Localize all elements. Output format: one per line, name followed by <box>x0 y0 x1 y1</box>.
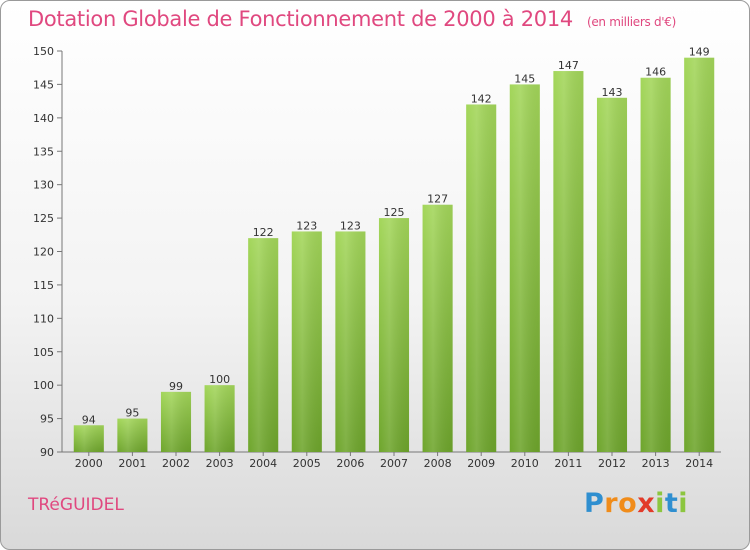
x-tick-label: 2002 <box>162 457 190 470</box>
x-tick-label: 2008 <box>424 457 452 470</box>
bar-shine <box>248 238 279 452</box>
data-labels: 94 95 99 100 122 123 123 125 127 142 145 147 143 146 1… <box>82 46 710 427</box>
y-tick-label: 135 <box>33 145 54 158</box>
x-tick-label: 2003 <box>206 457 234 470</box>
bar-shine <box>509 84 540 453</box>
bar-shine <box>466 104 497 452</box>
bar-shine <box>684 57 715 452</box>
bar-shine <box>160 391 192 452</box>
y-tick-label: 145 <box>33 78 54 91</box>
data-label: 123 <box>296 219 317 232</box>
data-label: 145 <box>514 72 535 85</box>
x-tick-label: 2010 <box>511 457 539 470</box>
data-label: 125 <box>384 206 405 219</box>
bar-shine <box>73 425 104 452</box>
x-tick-label: 2005 <box>293 457 321 470</box>
axes: 90 95 100 105 110 115 120 125 130 135 140 145 150 200… <box>33 45 721 470</box>
x-tick-label: 2009 <box>467 457 495 470</box>
data-label: 122 <box>253 226 274 239</box>
logo-letter: t <box>664 488 679 519</box>
bar-shine <box>553 71 584 453</box>
bar-shine <box>596 97 628 453</box>
y-tick-label: 90 <box>40 446 54 459</box>
logo-letter: o <box>618 488 638 519</box>
y-tick-label: 100 <box>33 379 54 392</box>
data-label: 99 <box>169 380 183 393</box>
y-tick-label: 110 <box>33 312 54 325</box>
logo-letter: P <box>584 488 605 519</box>
title-text: Dotation Globale de Fonctionnement de 20… <box>28 7 573 31</box>
data-label: 147 <box>558 59 579 72</box>
data-label: 149 <box>689 46 710 59</box>
data-label: 143 <box>602 86 623 99</box>
x-tick-label: 2011 <box>554 457 582 470</box>
data-label: 123 <box>340 219 361 232</box>
y-tick-label: 140 <box>33 112 54 125</box>
bar-shine <box>335 231 366 452</box>
data-label: 100 <box>209 373 230 386</box>
data-label: 127 <box>427 193 448 206</box>
y-tick-label: 95 <box>40 413 54 426</box>
x-tick-label: 2013 <box>642 457 670 470</box>
logo-letter: r <box>604 488 619 519</box>
y-tick-label: 150 <box>33 45 54 58</box>
x-tick-label: 2001 <box>118 457 146 470</box>
y-tick-label: 105 <box>33 346 54 359</box>
bar-shine <box>204 385 235 452</box>
commune-name: TRéGUIDEL <box>28 495 124 515</box>
x-tick-label: 2006 <box>336 457 364 470</box>
y-tick-label: 120 <box>33 246 54 259</box>
data-label: 94 <box>82 413 96 426</box>
data-label: 95 <box>125 407 139 420</box>
x-tick-label: 2014 <box>685 457 713 470</box>
chart-subtitle: (en milliers d'€) <box>586 15 676 29</box>
logo-letter: i <box>655 488 665 519</box>
bar-shine <box>117 418 148 452</box>
bar-shine <box>378 218 410 452</box>
data-label: 142 <box>471 92 492 105</box>
logo-letter: i <box>678 488 689 519</box>
y-tick-label: 115 <box>33 279 54 292</box>
x-tick-label: 2004 <box>249 457 277 470</box>
chart-title: Dotation Globale de Fonctionnement de 20… <box>28 7 676 31</box>
bar-shine <box>422 204 453 452</box>
x-tick-label: 2000 <box>75 457 103 470</box>
bar-shine <box>640 77 671 452</box>
x-tick-label: 2012 <box>598 457 626 470</box>
logo-letter: x <box>637 488 656 519</box>
x-tick-label: 2007 <box>380 457 408 470</box>
bars <box>73 57 715 453</box>
bar-shine <box>291 231 322 452</box>
y-tick-label: 125 <box>33 212 54 225</box>
y-tick-label: 130 <box>33 179 54 192</box>
data-label: 146 <box>645 66 666 79</box>
proxiti-logo: Proxiti <box>584 488 688 519</box>
